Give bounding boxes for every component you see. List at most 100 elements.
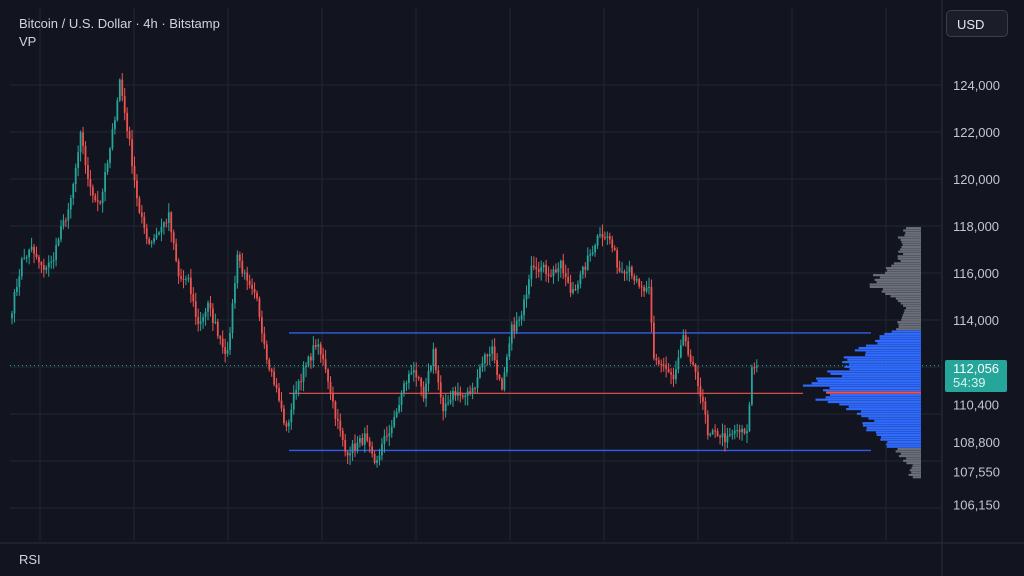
vp-bar (897, 257, 921, 260)
candle-body (231, 303, 234, 333)
candle-body (579, 274, 582, 285)
y-tick-label: 124,000 (953, 78, 1000, 93)
candle-body (405, 382, 408, 384)
candle-body (327, 369, 329, 382)
candle-body (665, 364, 668, 369)
vp-bar (905, 231, 921, 234)
candle-body (601, 234, 604, 238)
currency-button[interactable]: USD (946, 10, 1008, 37)
vp-bar (856, 412, 921, 415)
candle-body (378, 455, 381, 461)
candle-body (393, 416, 396, 427)
y-tick-label: 108,800 (953, 435, 1000, 450)
candle-body (584, 266, 587, 270)
candle-body (594, 245, 596, 253)
candle-body (748, 404, 751, 432)
y-tick-label: 118,000 (953, 219, 999, 234)
candle-body (123, 96, 126, 113)
vp-bar (869, 285, 921, 288)
candle-body (114, 120, 116, 130)
candle-body (434, 349, 437, 371)
candle-body (633, 276, 636, 281)
candle-body (611, 239, 614, 248)
candle-body (515, 320, 518, 332)
candle-body (332, 393, 334, 402)
vp-bar (893, 262, 921, 265)
candle-body (530, 265, 533, 280)
candle-body (45, 267, 48, 270)
indicator-label-vp[interactable]: VP (19, 34, 37, 49)
candle-body (706, 414, 709, 436)
candle-body (363, 433, 366, 445)
candle-body (437, 370, 440, 383)
candle-body (469, 391, 472, 394)
candle-body (753, 367, 756, 369)
vp-bar (849, 363, 921, 366)
vp-bar (900, 248, 921, 251)
candle-body (341, 430, 344, 440)
candle-body (187, 277, 190, 280)
vp-bar (869, 283, 921, 286)
candle-body (540, 267, 543, 272)
candle-body (295, 389, 298, 393)
candle-body (483, 354, 486, 364)
candle-body (476, 377, 479, 388)
candle-body (501, 378, 503, 390)
vp-bar (903, 311, 921, 314)
vp-bar (879, 337, 921, 340)
candle-body (246, 272, 249, 281)
candle-body (591, 252, 594, 255)
candle-body (679, 345, 682, 358)
candle-body (25, 257, 28, 259)
vp-bar (825, 396, 921, 399)
vp-bar (906, 227, 921, 230)
vp-bar (909, 469, 921, 472)
candle-body (510, 324, 513, 344)
vp-bar (823, 389, 921, 392)
candle-body (371, 446, 374, 454)
candle-body (99, 201, 102, 204)
candle-body (346, 451, 349, 456)
candle-body (133, 166, 136, 181)
vp-bar (829, 393, 921, 397)
candle-body (439, 382, 442, 398)
vp-bar (815, 398, 921, 401)
last-price: 112,056 (953, 361, 1000, 376)
candle-body (425, 383, 427, 399)
vp-bar (827, 370, 921, 373)
candle-body (684, 335, 687, 342)
vp-bar (901, 316, 921, 319)
vp-bar (898, 325, 921, 328)
price-axis[interactable]: 124,000 122,000 120,000 118,000 116,000 114,0… (953, 78, 1000, 512)
candle-body (84, 145, 87, 166)
candle-body (283, 408, 285, 424)
candle-body (292, 392, 295, 410)
candle-body (18, 276, 21, 287)
vp-bar (843, 356, 921, 359)
candle-body (128, 131, 131, 140)
candle-body (746, 431, 748, 434)
candle-body (175, 243, 178, 261)
candle-body (535, 267, 538, 270)
vp-bar (900, 259, 921, 263)
vp-bar (911, 466, 921, 469)
candle-body (564, 273, 567, 278)
candle-body (324, 359, 327, 370)
candle-body (204, 311, 207, 318)
candle-body (513, 324, 516, 332)
vp-bar (900, 302, 921, 305)
candle-body (662, 364, 665, 366)
candle-body (653, 322, 655, 359)
candle-body (373, 453, 376, 463)
candle-body (383, 435, 386, 444)
candle-body (550, 275, 552, 277)
candle-body (640, 286, 643, 288)
symbol-title[interactable]: Bitcoin / U.S. Dollar · 4h · Bitstamp (19, 16, 220, 31)
candle-body (354, 443, 356, 451)
candle-body (596, 235, 599, 246)
rsi-pane-label[interactable]: RSI (19, 552, 41, 567)
candle-body (111, 129, 114, 149)
